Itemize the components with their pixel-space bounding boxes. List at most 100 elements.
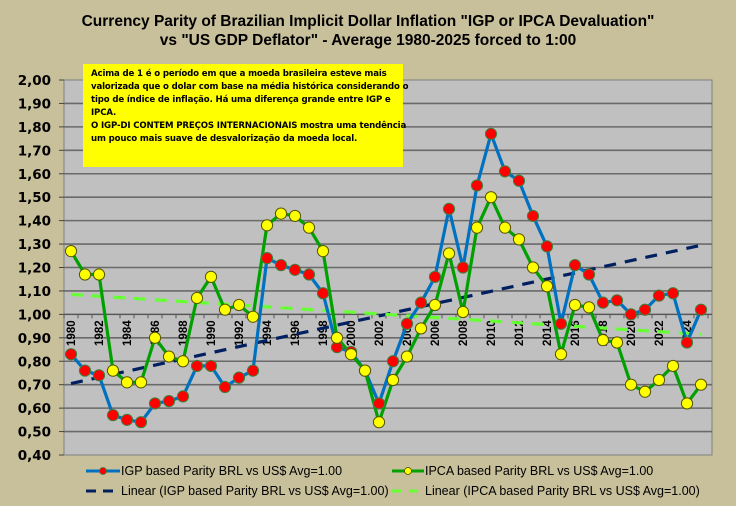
annotation-line: um pouco mais suave de desvalorização da… (91, 134, 358, 145)
ipca-data-point (610, 336, 624, 349)
ipca-data-point (246, 310, 260, 323)
ipca-data-point (512, 233, 526, 246)
ipca-data-point (330, 331, 344, 344)
igp-data-point (498, 165, 512, 178)
igp-data-point (610, 294, 624, 307)
igp-data-point (120, 413, 134, 426)
ipca-data-point (274, 207, 288, 220)
y-tick-label: 1,70 (18, 143, 51, 159)
igp-data-point (288, 263, 302, 276)
ipca-data-point (78, 268, 92, 281)
annotation-box: Acima de 1 é o período em que a moeda br… (83, 64, 409, 167)
x-tick-label: 1998 (318, 320, 330, 346)
x-tick-label: 2008 (458, 320, 470, 346)
ipca-data-point (680, 397, 694, 410)
ipca-data-point (694, 378, 708, 391)
x-tick-label: 2012 (514, 320, 526, 346)
igp-data-point (680, 336, 694, 349)
igp-data-point (442, 202, 456, 216)
igp-data-point (512, 174, 526, 187)
ipca-data-point (666, 359, 680, 373)
annotation-line: O IGP-DI CONTEM PREÇOS INTERNACIONAIS mo… (91, 121, 407, 132)
y-tick-label: 2,00 (18, 73, 51, 89)
x-tick-label: 1996 (290, 320, 302, 346)
ipca-data-point (358, 364, 372, 377)
x-tick-label: 2010 (486, 320, 498, 346)
igp-data-point (540, 240, 554, 253)
legend-item-ipca-trend[interactable]: Linear (IPCA based Parity BRL vs US$ Avg… (392, 484, 700, 498)
ipca-data-point (386, 373, 400, 387)
igp-data-point (78, 364, 92, 377)
ipca-data-point (400, 350, 414, 363)
chart-title: Currency Parity of Brazilian Implicit Do… (82, 13, 655, 30)
legend-label-ipca: IPCA based Parity BRL vs US$ Avg=1.00 (425, 464, 653, 478)
ipca-data-point (624, 378, 638, 391)
ipca-data-point (456, 305, 470, 319)
x-tick-label: 1990 (206, 320, 218, 346)
igp-data-point (148, 397, 162, 410)
y-tick-label: 0,50 (18, 425, 51, 441)
igp-data-point (554, 317, 568, 330)
igp-data-point (204, 359, 218, 373)
igp-series-line (69, 132, 703, 424)
legend-marker-ipca (404, 467, 412, 475)
ipca-data-point (190, 291, 204, 305)
igp-data-point (400, 317, 414, 330)
ipca-data-point (582, 301, 596, 314)
y-axis: 0,40 0,50 0,60 0,70 0,80 0,90 1,00 1,10 1,20 1,30… (18, 73, 64, 464)
igp-data-point (246, 364, 260, 377)
igp-data-point (162, 394, 176, 408)
chart-subtitle: vs "US GDP Deflator" - Average 1980-2025… (160, 32, 576, 49)
x-tick-label: 2020 (626, 320, 638, 346)
ipca-data-point (470, 221, 484, 234)
annotation-line: IPCA. (91, 108, 117, 119)
legend-item-igp[interactable]: IGP based Parity BRL vs US$ Avg=1.00 (86, 464, 342, 478)
igp-data-point (302, 268, 316, 281)
ipca-data-point (638, 385, 652, 398)
ipca-data-point (120, 376, 134, 389)
ipca-series-line (69, 195, 703, 424)
igp-data-point (106, 409, 120, 422)
ipca-data-point (148, 331, 162, 344)
igp-data-point (652, 289, 666, 302)
igp-data-point (274, 259, 288, 272)
igp-data-point (134, 416, 148, 429)
igp-data-point (372, 397, 386, 410)
igp-data-point (456, 261, 470, 274)
y-tick-label: 1,00 (18, 307, 51, 323)
y-tick-label: 1,50 (18, 190, 51, 206)
x-axis: 1980198219841986198819901992199419961998… (63, 313, 712, 346)
ipca-data-point (106, 364, 120, 377)
y-tick-label: 1,40 (18, 214, 51, 230)
ipca-data-point (484, 191, 498, 204)
x-tick-label: 1992 (234, 320, 246, 346)
igp-data-point (694, 303, 708, 316)
igp-data-point (484, 127, 498, 141)
y-tick-label: 1,20 (18, 261, 51, 277)
ipca-data-point (526, 261, 540, 274)
igp-data-point (260, 252, 274, 265)
igp-data-point (428, 270, 442, 283)
ipca-data-point (92, 268, 106, 281)
igp-data-point (666, 287, 680, 300)
ipca-data-point (596, 334, 610, 347)
igp-data-point (92, 369, 106, 382)
legend-item-igp-trend[interactable]: Linear (IGP based Parity BRL vs US$ Avg=… (86, 484, 389, 498)
annotation-line: valorizada que o dolar com base na média… (91, 82, 409, 93)
legend-item-ipca[interactable]: IPCA based Parity BRL vs US$ Avg=1.00 (392, 464, 653, 478)
x-tick-label: 2006 (430, 320, 442, 346)
x-tick-label: 2002 (374, 320, 386, 346)
igp-data-point (526, 209, 540, 223)
ipca-data-point (204, 270, 218, 283)
ipca-data-point (498, 221, 512, 234)
igp-data-point (638, 303, 652, 316)
ipca-data-point (442, 247, 456, 260)
y-tick-label: 0,60 (18, 401, 51, 417)
y-tick-label: 1,80 (18, 120, 51, 136)
y-tick-label: 0,70 (18, 378, 51, 394)
ipca-data-point (302, 221, 316, 234)
y-tick-label: 1,30 (18, 237, 51, 253)
ipca-data-point (372, 416, 386, 429)
igp-data-point (218, 380, 232, 394)
x-tick-label: 1982 (94, 320, 106, 346)
